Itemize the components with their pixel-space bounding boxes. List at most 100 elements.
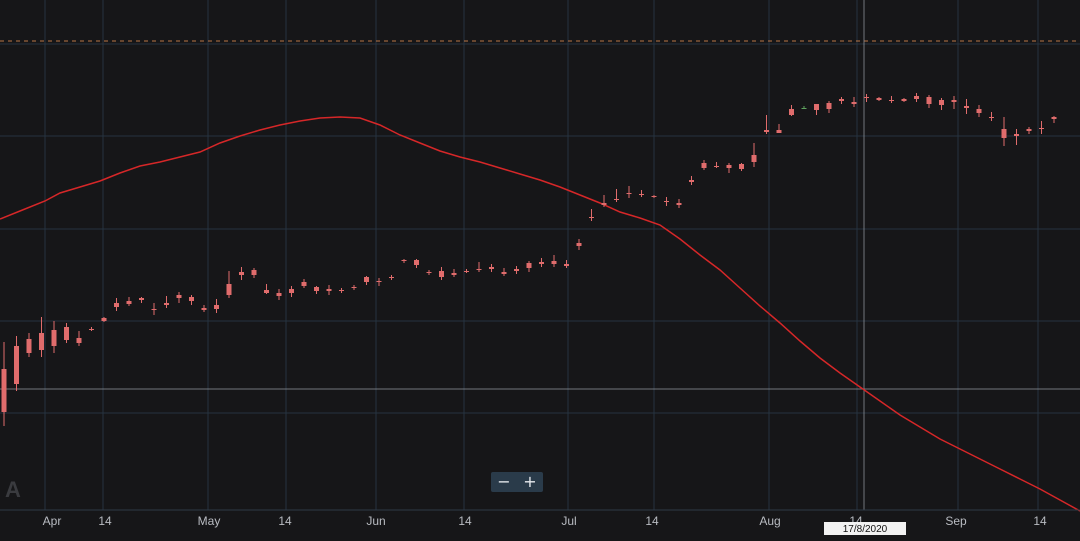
candle-body: [839, 99, 844, 101]
candle-body: [639, 194, 644, 195]
cursor-date-box: [824, 522, 906, 535]
candle-down: [201, 305, 207, 312]
candle-body: [14, 346, 19, 384]
candle-body: [939, 100, 944, 105]
candle-down: [1014, 129, 1019, 145]
candle-body: [976, 109, 982, 113]
candle-body: [301, 282, 307, 286]
candle-body: [601, 203, 607, 205]
candle-body: [114, 303, 119, 307]
candle-body: [489, 267, 494, 269]
candle-body: [801, 108, 807, 109]
candle-body: [926, 97, 932, 104]
candle-body: [401, 260, 407, 261]
candle-body: [264, 290, 269, 293]
candle-body: [139, 298, 144, 300]
candle-down: [839, 97, 844, 104]
candle-down: [501, 268, 507, 276]
candle-down: [826, 101, 832, 113]
candle-down: [514, 266, 519, 274]
candle-down: [689, 176, 694, 185]
candle-body: [751, 155, 757, 162]
candle-down: [14, 336, 19, 391]
candle-body: [214, 305, 219, 309]
candle-body: [239, 272, 244, 275]
candle-body: [626, 193, 632, 194]
candle-down: [639, 190, 644, 197]
candle-body: [1, 369, 7, 412]
candle-body: [476, 269, 482, 270]
candle-down: [376, 278, 382, 286]
candle-down: [139, 297, 144, 303]
candle-down: [1039, 121, 1044, 134]
candle-body: [101, 318, 107, 321]
candle-down: [351, 285, 357, 290]
candle-body: [226, 284, 232, 295]
candle-down: [251, 268, 257, 278]
candle-body: [326, 289, 332, 291]
x-tick-label: Jul: [561, 514, 576, 528]
candle-body: [589, 217, 594, 218]
candle-body: [464, 271, 469, 272]
candle-down: [739, 163, 744, 171]
candle-body: [701, 163, 707, 168]
candle-body: [1001, 129, 1007, 138]
x-tick-label: Aug: [759, 514, 780, 528]
candle-down: [976, 105, 982, 117]
candle-down: [326, 285, 332, 295]
x-tick-label: Jun: [366, 514, 385, 528]
candle-body: [339, 290, 344, 291]
candle-down: [126, 297, 132, 306]
watermark-text: A: [5, 477, 21, 502]
candle-body: [426, 272, 432, 273]
candle-body: [414, 260, 419, 265]
candle-down: [1051, 116, 1057, 123]
zoom-out-button[interactable]: −: [497, 472, 511, 491]
candle-down: [439, 267, 444, 280]
candle-body: [889, 100, 894, 101]
candle-body: [676, 203, 682, 205]
candle-up: [801, 106, 807, 109]
candle-body: [164, 303, 169, 305]
candle-down: [526, 261, 532, 272]
candle-down: [64, 323, 69, 343]
candle-down: [464, 269, 469, 273]
candle-body: [789, 109, 794, 115]
candle-body: [1026, 129, 1032, 131]
candle-down: [851, 97, 857, 107]
candle-down: [364, 276, 369, 285]
candle-body: [826, 103, 832, 109]
candle-down: [476, 262, 482, 272]
candle-body: [614, 199, 619, 200]
candle-down: [714, 162, 719, 168]
x-tick-label: 14: [458, 514, 472, 528]
candle-down: [626, 186, 632, 198]
candle-down: [664, 197, 669, 206]
candle-down: [389, 275, 394, 280]
candle-body: [51, 330, 57, 346]
candle-down: [964, 99, 969, 114]
candles: [1, 93, 1057, 426]
candle-down: [576, 239, 582, 250]
candle-body: [964, 106, 969, 108]
candle-body: [289, 289, 294, 293]
candle-down: [39, 317, 44, 357]
candle-down: [339, 288, 344, 293]
zoom-in-button[interactable]: +: [523, 472, 537, 491]
candle-down: [601, 195, 607, 207]
candle-body: [989, 117, 994, 118]
candle-body: [76, 338, 82, 343]
x-axis-ticks: Apr 14 May 14 Jun 14 Jul 14 Aug 14 Sep 14: [43, 514, 1047, 528]
candle-body: [876, 98, 882, 100]
candle-down: [1, 342, 7, 426]
candle-body: [539, 262, 544, 264]
candle-body: [814, 104, 819, 110]
cursor-date-label: 17/8/2020: [843, 524, 888, 535]
candle-down: [951, 96, 957, 109]
candle-body: [39, 333, 44, 350]
candle-down: [864, 94, 869, 102]
candle-down: [926, 95, 932, 108]
candle-body: [551, 261, 557, 264]
candle-body: [26, 339, 32, 353]
candle-body: [501, 272, 507, 274]
